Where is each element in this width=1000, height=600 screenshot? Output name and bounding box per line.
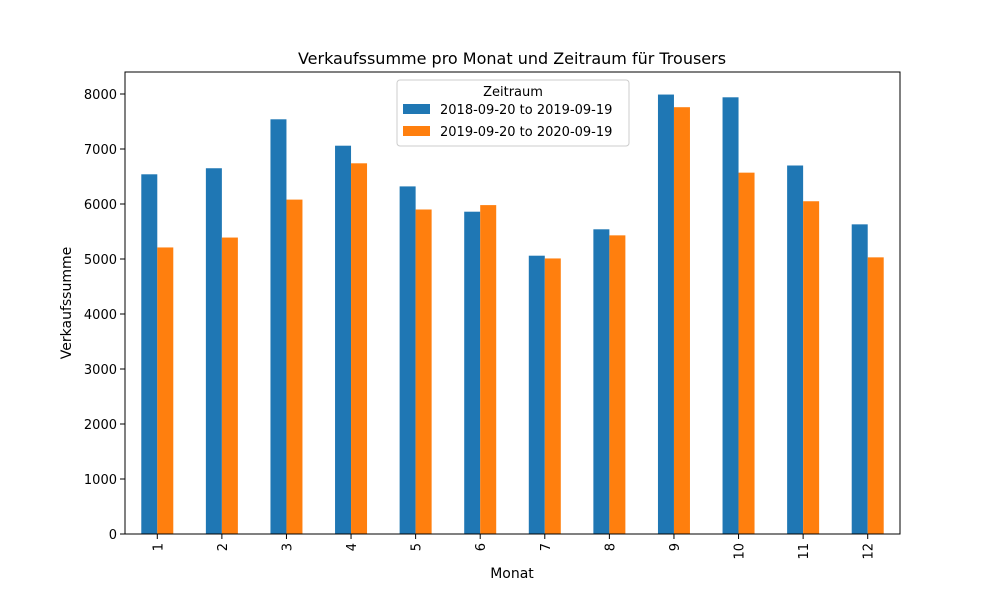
y-tick-label: 5000 [84,253,117,268]
y-axis-label: Verkaufssumme [59,247,75,359]
x-tick-label: 7 [539,543,554,551]
chart-title: Verkaufssumme pro Monat und Zeitraum für… [298,49,726,68]
bar-7-series-1 [528,255,545,534]
x-axis-ticks: 1 2 3 4 5 6 7 8 9 10 11 12 [151,534,877,560]
bars-group [141,94,884,535]
legend: Zeitraum 2018-09-20 to 2019-09-19 2019-0… [396,79,630,147]
x-tick-label: 5 [410,543,425,551]
y-tick-label: 1000 [84,473,117,488]
bar-9-series-1 [657,94,674,535]
legend-label: 2018-09-20 to 2019-09-19 [440,103,612,118]
bar-2-series-2 [221,237,238,535]
bar-7-series-2 [544,258,561,534]
x-tick-label: 9 [668,543,683,551]
plot-frame [124,71,901,535]
bar-3-series-1 [270,119,287,535]
bar-10-series-2 [738,172,755,534]
bar-6-series-2 [480,205,497,534]
y-tick-label: 7000 [84,143,117,158]
legend-title: Zeitraum [483,85,543,100]
y-tick-label: 2000 [84,418,117,433]
bar-5-series-1 [399,186,416,534]
x-tick-label: 10 [733,543,748,560]
legend-swatch [403,104,430,114]
y-tick-label: 8000 [84,88,117,103]
y-axis-ticks: 0 1000 2000 3000 4000 5000 6000 7000 8000 [84,88,125,543]
bar-5-series-2 [415,209,432,534]
bar-9-series-2 [673,107,690,534]
bar-1-series-1 [141,174,158,535]
bar-4-series-2 [351,163,368,535]
x-tick-label: 4 [345,543,360,551]
bar-12-series-1 [851,224,868,534]
y-tick-label: 6000 [84,198,117,213]
bar-6-series-1 [464,211,481,534]
x-tick-label: 3 [280,543,295,551]
y-tick-label: 3000 [84,363,117,378]
legend-box [396,79,630,147]
x-tick-label: 11 [797,543,812,560]
x-tick-label: 12 [862,543,877,560]
bar-8-series-2 [609,235,626,534]
x-tick-label: 1 [151,543,166,551]
bar-11-series-1 [787,165,804,534]
x-tick-label: 2 [216,543,231,551]
bar-11-series-2 [803,201,820,534]
x-tick-label: 8 [603,543,618,551]
x-axis-label: Monat [490,566,534,582]
bar-3-series-2 [286,199,303,534]
bar-10-series-1 [722,97,739,535]
legend-label: 2019-09-20 to 2020-09-19 [440,125,612,140]
y-tick-label: 4000 [84,308,117,323]
y-tick-label: 0 [109,528,117,543]
x-tick-label: 6 [474,543,489,551]
bar-12-series-2 [867,257,884,534]
bar-8-series-1 [593,229,610,535]
bar-2-series-1 [205,168,222,534]
bar-4-series-1 [335,145,352,534]
legend-swatch [403,126,430,136]
bar-1-series-2 [157,247,174,534]
